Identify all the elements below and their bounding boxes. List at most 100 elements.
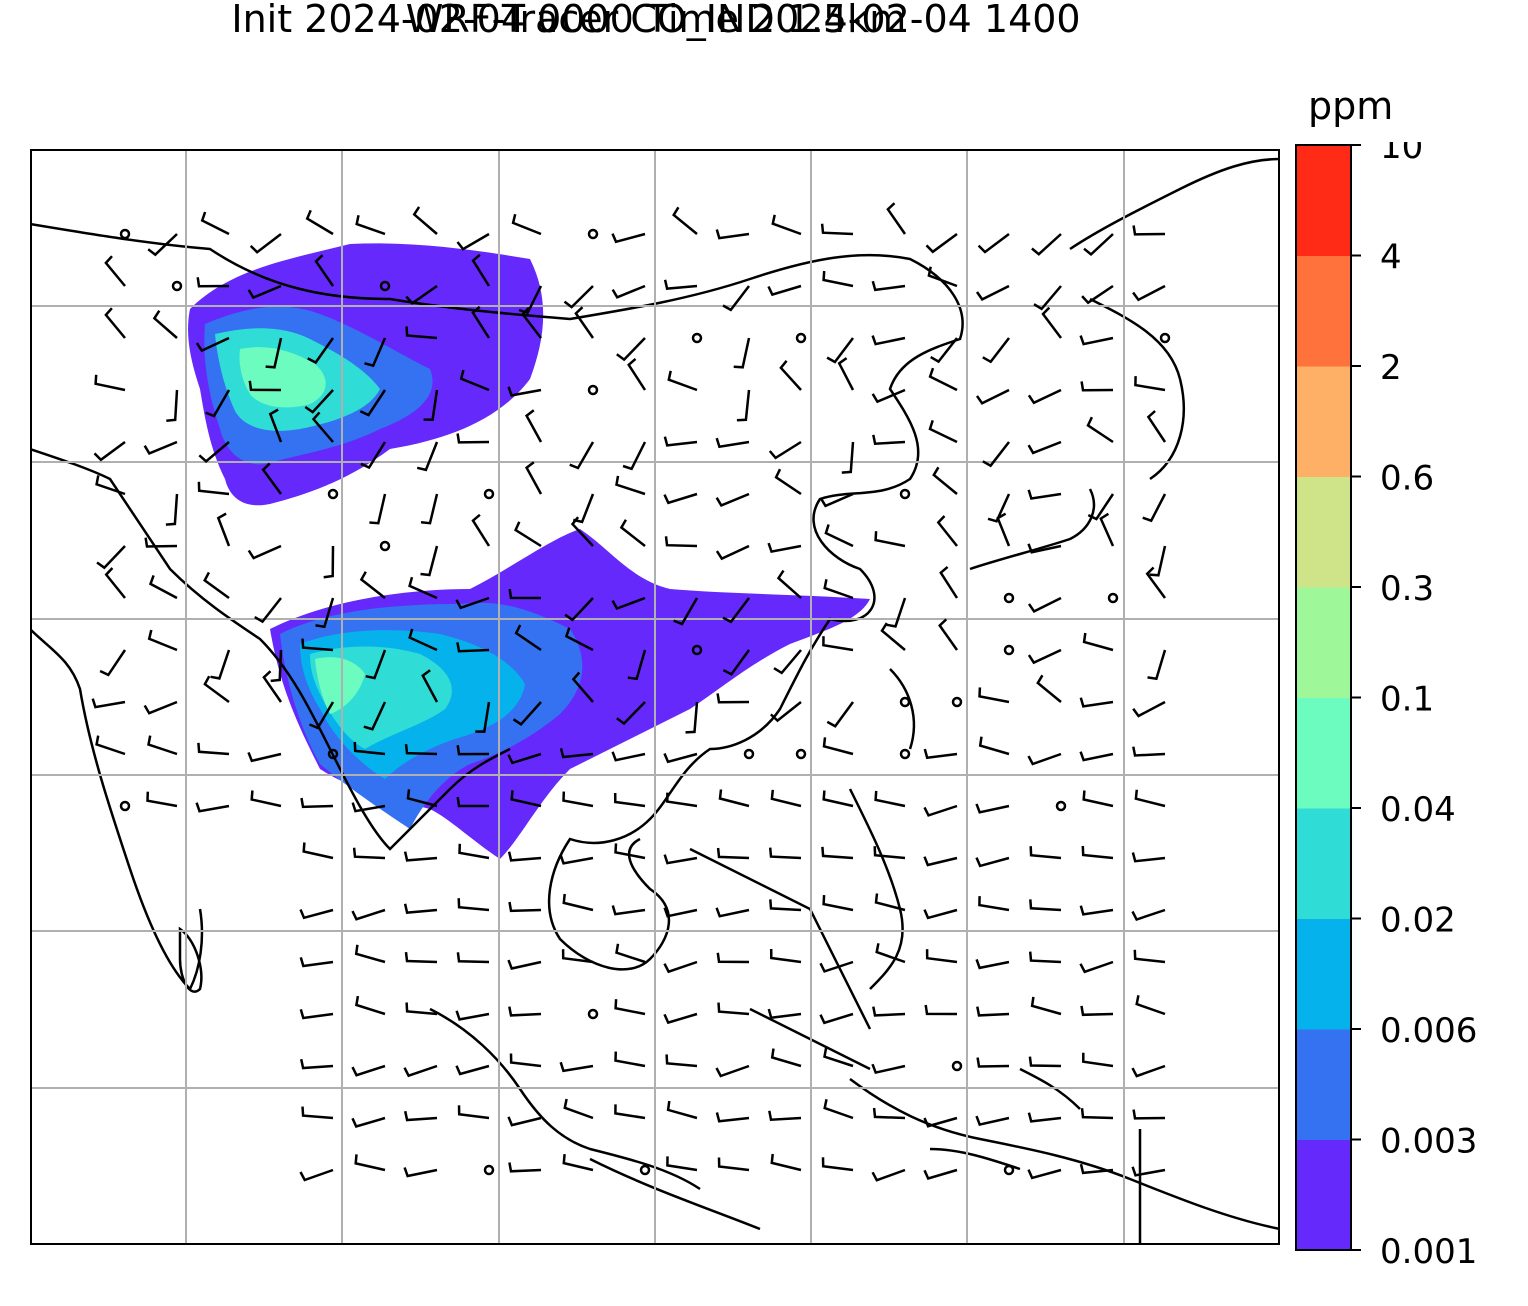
wind-barb [975, 1115, 1010, 1127]
wind-barb [311, 411, 334, 443]
colorbar-swatch [1296, 918, 1351, 1030]
wind-barb [408, 576, 438, 600]
wind-barb [524, 409, 543, 443]
wind-barb [736, 389, 751, 422]
wind-barb [1027, 543, 1062, 554]
wind-barb [403, 903, 438, 914]
wind-barb [1082, 1052, 1114, 1068]
wind-barb [718, 789, 750, 808]
wind-barb [928, 420, 958, 444]
wind-barb [1030, 996, 1062, 1016]
wind-barb [571, 671, 594, 703]
wind-barb [165, 493, 179, 526]
wind-barb [248, 380, 282, 392]
wind-barb [95, 735, 126, 756]
wind-barb [561, 949, 594, 964]
wind-barb [837, 357, 855, 391]
calm-wind-marker [1003, 1164, 1015, 1176]
wind-barb [475, 701, 491, 733]
wind-barb [521, 306, 542, 339]
wind-barb [871, 1168, 906, 1182]
colorbar-tick-label: 2 [1380, 348, 1402, 388]
wind-barb [613, 792, 646, 808]
wind-barb [1131, 1166, 1166, 1177]
wind-barb [1079, 751, 1114, 762]
wind-barb [351, 908, 386, 921]
wind-barb [1033, 285, 1062, 311]
calm-wind-marker [587, 228, 599, 240]
wind-barb [663, 492, 698, 505]
wind-barb [819, 1012, 854, 1025]
wind-barb [716, 693, 750, 704]
wind-barb [619, 519, 646, 547]
calm-wind-marker [951, 696, 963, 708]
wind-barb [722, 649, 751, 676]
wind-barb [458, 843, 490, 860]
wind-barb [147, 629, 178, 652]
wind-barb [822, 636, 854, 652]
wind-barb [733, 337, 751, 369]
wind-barb [666, 792, 698, 808]
wind-barb [514, 521, 542, 548]
wind-barb [247, 544, 282, 560]
wind-barb [768, 1110, 802, 1122]
wind-barb [614, 999, 646, 1016]
wind-barb [923, 804, 958, 817]
wind-barb [360, 441, 387, 470]
wind-barb [776, 569, 802, 599]
calm-wind-marker [587, 1008, 599, 1020]
wind-barb [1149, 545, 1167, 577]
wind-barb [767, 284, 802, 297]
wind-barb [1027, 388, 1062, 405]
wind-barb [250, 790, 282, 808]
wind-barb [932, 466, 958, 495]
wind-barb [975, 803, 1010, 814]
calm-wind-marker [327, 748, 339, 760]
wind-barb [611, 751, 646, 762]
calm-wind-marker [795, 332, 807, 344]
wind-barb [147, 233, 178, 257]
wind-barb [663, 907, 698, 918]
wind-barb [405, 1002, 438, 1016]
wind-barb [996, 512, 1011, 547]
wind-barb [559, 854, 594, 865]
wind-barb [99, 649, 127, 677]
wind-barb [824, 524, 854, 548]
wind-barb [715, 437, 750, 449]
wind-barb [823, 579, 854, 600]
wind-barb [1081, 845, 1114, 860]
wind-barb [722, 285, 750, 312]
colorbar: 0.001 0.003 0.006 0.02 0.04 0.1 0.3 0.6 2 4 10 [1295, 142, 1477, 1272]
wind-barb [301, 1106, 334, 1120]
wind-barb [1082, 632, 1114, 652]
colorbar-tick-label: 0.6 [1380, 459, 1434, 499]
wind-barb [1027, 1168, 1062, 1180]
wind-barb [404, 743, 438, 756]
wind-barb [459, 369, 490, 392]
wind-barb [1131, 852, 1166, 863]
calm-wind-marker [327, 488, 339, 500]
title-line-1: WRF-Tracer CO_IND 1.5km [405, 0, 907, 41]
wind-barb [403, 1064, 438, 1078]
wind-barb [717, 1002, 750, 1016]
wind-barb [665, 1054, 698, 1068]
wind-barb [822, 737, 854, 756]
wind-barb [875, 943, 906, 964]
wind-barb [146, 791, 178, 808]
wind-barb [886, 202, 907, 235]
wind-barb [768, 847, 802, 860]
wind-barb [456, 642, 490, 653]
colorbar-tick-label: 0.001 [1380, 1232, 1477, 1272]
wind-barb [978, 896, 1010, 912]
colorbar-swatch [1296, 366, 1351, 477]
wind-barb [663, 854, 698, 865]
wind-barb [666, 1100, 698, 1120]
wind-barb [518, 285, 543, 315]
wind-barb [456, 796, 489, 808]
wind-barb [351, 1064, 386, 1077]
wind-barb [1041, 306, 1062, 339]
wind-barb [200, 211, 230, 236]
wind-barb [1027, 489, 1062, 500]
calm-wind-marker [483, 1164, 495, 1176]
wind-barb [615, 943, 646, 964]
